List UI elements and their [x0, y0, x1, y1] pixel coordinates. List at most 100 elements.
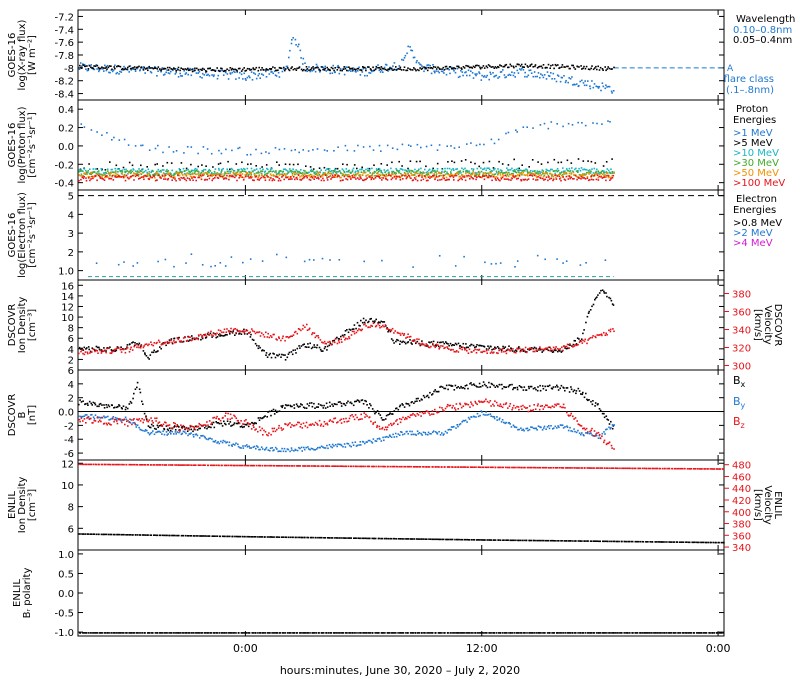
- data-point: [435, 345, 437, 347]
- data-point: [402, 433, 404, 436]
- data-point: [471, 173, 474, 176]
- data-point: [355, 331, 358, 334]
- data-point: [290, 171, 293, 173]
- data-point: [184, 336, 187, 339]
- data-point: [512, 388, 514, 391]
- data-point: [401, 143, 404, 146]
- data-point: [109, 423, 111, 426]
- data-point: [157, 339, 160, 342]
- data-point: [470, 70, 472, 72]
- data-point: [86, 351, 89, 354]
- data-point: [364, 178, 366, 181]
- data-point: [465, 346, 468, 349]
- data-point: [552, 351, 555, 353]
- data-point: [318, 346, 321, 349]
- data-point: [527, 429, 529, 432]
- data-point: [180, 424, 182, 426]
- data-point: [415, 69, 417, 72]
- data-point: [235, 78, 237, 80]
- data-point: [228, 170, 230, 172]
- data-point: [503, 350, 505, 353]
- data-point: [436, 162, 439, 165]
- data-point: [446, 347, 449, 350]
- data-point: [355, 327, 357, 330]
- data-point: [345, 337, 347, 340]
- data-point: [418, 432, 421, 434]
- data-point: [383, 68, 385, 70]
- data-point: [586, 342, 588, 345]
- data-point: [412, 56, 415, 59]
- data-point: [153, 433, 156, 436]
- data-point: [201, 425, 204, 427]
- data-point: [86, 347, 88, 349]
- data-point: [216, 336, 219, 338]
- data-point: [130, 175, 132, 178]
- data-point: [185, 175, 188, 177]
- data-point: [467, 387, 469, 390]
- data-point: [197, 72, 199, 74]
- data-point: [522, 178, 525, 181]
- data-point: [402, 340, 404, 343]
- data-point: [90, 172, 93, 175]
- data-point: [407, 169, 410, 171]
- data-point: [575, 343, 578, 345]
- data-point: [437, 390, 440, 393]
- data-point: [456, 168, 459, 170]
- data-point: [315, 448, 318, 450]
- data-point: [303, 343, 305, 345]
- data-point: [231, 332, 234, 334]
- data-point: [221, 425, 224, 427]
- data-point: [605, 161, 608, 163]
- data-point: [571, 345, 573, 347]
- data-point: [125, 348, 128, 350]
- data-point: [150, 171, 152, 174]
- data-point: [104, 173, 106, 176]
- data-point: [557, 425, 559, 427]
- data-point: [515, 171, 518, 174]
- data-point: [488, 78, 490, 81]
- data-point: [485, 398, 487, 401]
- data-point: [154, 177, 156, 179]
- data-point: [328, 401, 331, 404]
- data-point: [188, 336, 190, 338]
- data-point: [221, 175, 223, 178]
- data-point: [418, 342, 420, 345]
- data-point: [323, 420, 326, 423]
- data-point: [510, 426, 513, 428]
- data-point: [476, 64, 478, 67]
- data-point: [432, 167, 434, 170]
- data-point: [566, 426, 569, 428]
- data-point: [517, 63, 519, 66]
- data-point: [526, 126, 528, 128]
- data-point: [300, 169, 302, 171]
- data-point: [467, 403, 470, 406]
- data-point: [403, 57, 406, 59]
- data-point: [393, 172, 396, 175]
- data-point: [555, 169, 558, 172]
- data-point: [191, 70, 194, 73]
- data-point: [444, 346, 446, 349]
- data-point: [334, 67, 336, 69]
- data-point: [310, 170, 313, 173]
- data-point: [468, 418, 471, 420]
- data-point: [97, 416, 100, 419]
- data-point: [94, 65, 97, 67]
- data-point: [405, 169, 407, 172]
- data-point: [294, 38, 297, 41]
- data-point: [86, 65, 88, 67]
- data-point: [603, 172, 605, 174]
- data-point: [395, 340, 397, 343]
- data-point: [503, 74, 506, 76]
- data-point: [214, 172, 216, 175]
- data-point: [535, 175, 538, 177]
- data-point: [168, 172, 170, 175]
- data-point: [303, 260, 306, 263]
- data-point: [469, 174, 472, 177]
- data-point: [79, 399, 81, 401]
- data-point: [601, 68, 604, 70]
- data-point: [364, 323, 366, 325]
- y-tick-label: -8.2: [54, 77, 74, 88]
- data-point: [203, 168, 205, 171]
- data-point: [232, 330, 234, 332]
- data-point: [373, 178, 375, 180]
